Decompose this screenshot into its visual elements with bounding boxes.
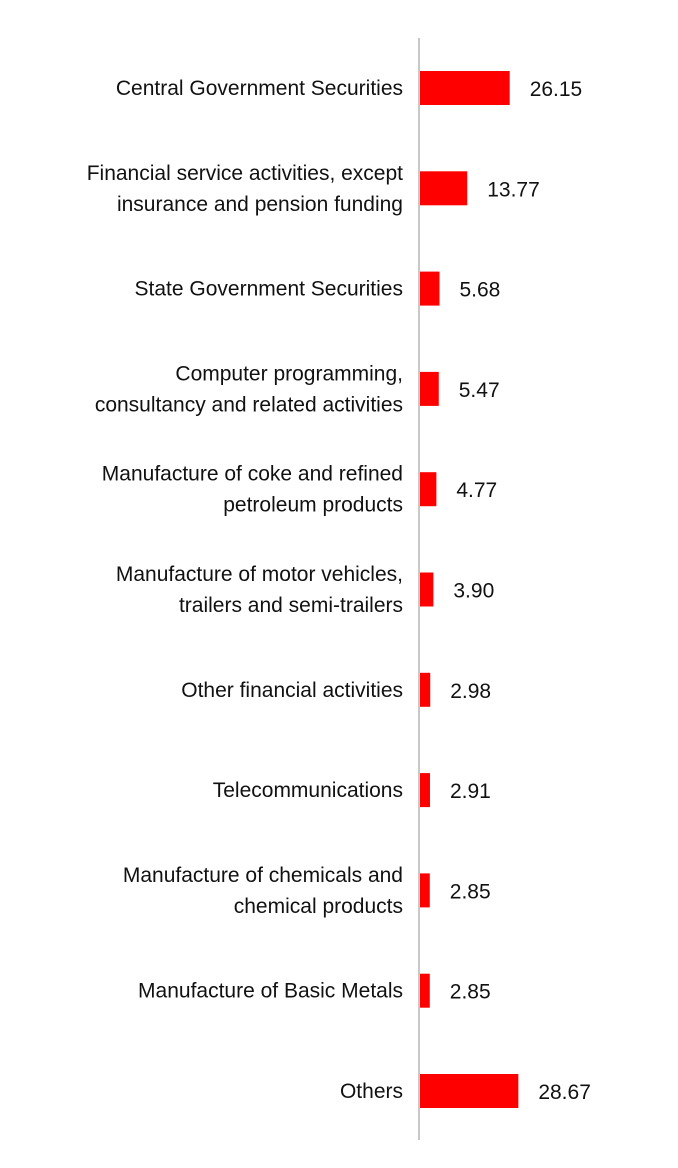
bar	[420, 371, 439, 406]
category-label-line: consultancy and related activities	[95, 393, 403, 416]
bar-value-label: 5.68	[459, 279, 500, 302]
category-label-line: insurance and pension funding	[117, 193, 403, 216]
bar	[420, 171, 468, 206]
category-label-line: Others	[340, 1080, 403, 1103]
bar	[420, 773, 430, 808]
category-label-line: Manufacture of chemicals and	[123, 864, 403, 887]
bar-value-label: 2.91	[450, 780, 491, 803]
bar-value-label: 28.67	[538, 1081, 591, 1104]
category-label: Manufacture of Basic Metals	[138, 980, 403, 1003]
category-label: Manufacture of chemicals and chemical pro…	[123, 864, 403, 918]
category-label: State Government Securities	[135, 278, 403, 301]
category-label-line: Manufacture of motor vehicles,	[116, 563, 403, 586]
category-label-line: Other financial activities	[181, 679, 403, 702]
category-label-line: Central Government Securities	[116, 77, 403, 100]
category-label-line: petroleum products	[223, 494, 403, 517]
bar	[420, 271, 440, 306]
category-label-line: Computer programming,	[175, 362, 403, 385]
category-label: Central Government Securities	[116, 77, 403, 100]
value-labels-group: 26.15 13.77 5.68 5.47 4.77 3.90 2.98 2.91 2.85 2.…	[450, 78, 591, 1104]
bar	[420, 572, 434, 607]
bar-value-label: 4.77	[456, 479, 497, 502]
bar	[420, 472, 437, 507]
category-label: Other financial activities	[181, 679, 403, 702]
bar	[420, 71, 510, 105]
category-label-line: Telecommunications	[213, 779, 403, 802]
category-label: Financial service activities, except insu…	[87, 162, 403, 216]
bars-group	[420, 71, 519, 1108]
category-label: Manufacture of motor vehicles, trailers a…	[116, 563, 403, 617]
category-label-line: State Government Securities	[135, 278, 403, 301]
bar-value-label: 2.85	[450, 981, 491, 1004]
category-label-line: chemical products	[234, 895, 403, 918]
category-label: Others	[340, 1080, 403, 1103]
bar-value-label: 13.77	[487, 178, 540, 201]
category-label: Telecommunications	[213, 779, 403, 802]
bar	[420, 973, 430, 1008]
bar-value-label: 5.47	[459, 379, 500, 402]
bar	[420, 672, 431, 707]
bar-value-label: 26.15	[530, 78, 583, 101]
category-label-line: Manufacture of coke and refined	[102, 463, 403, 486]
bar-value-label: 3.90	[453, 580, 494, 603]
category-label-line: Manufacture of Basic Metals	[138, 980, 403, 1003]
category-labels-group: Central Government Securities Financial s…	[87, 77, 403, 1103]
bar-value-label: 2.85	[450, 880, 491, 903]
bar	[420, 873, 430, 908]
category-label-line: trailers and semi-trailers	[179, 594, 403, 617]
bar-value-label: 2.98	[450, 680, 491, 703]
category-label: Manufacture of coke and refined petroleum…	[102, 463, 403, 517]
bar	[420, 1074, 519, 1108]
category-label-line: Financial service activities, except	[87, 162, 403, 185]
category-label: Computer programming, consultancy and rel…	[95, 362, 403, 416]
